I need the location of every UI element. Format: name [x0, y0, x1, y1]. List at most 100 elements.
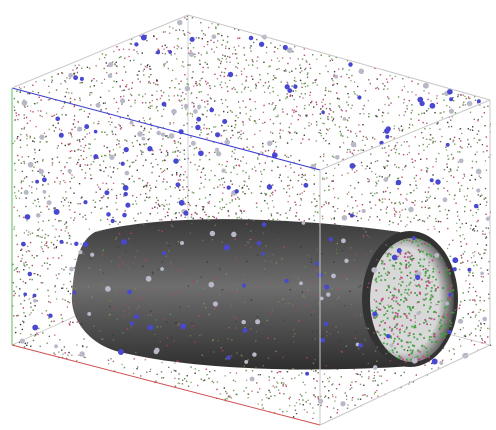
particle — [242, 191, 244, 193]
particle — [47, 289, 49, 292]
particle — [101, 131, 103, 133]
particle — [57, 145, 59, 147]
particle — [192, 217, 194, 220]
particle — [275, 386, 278, 388]
particle — [243, 210, 245, 212]
particle — [318, 303, 320, 305]
particle — [369, 82, 371, 85]
particle — [403, 371, 405, 374]
particle — [14, 292, 16, 295]
particle — [251, 75, 253, 77]
particle — [486, 145, 488, 147]
particle — [306, 61, 308, 63]
particle — [373, 332, 375, 334]
particle — [99, 269, 102, 271]
particle — [41, 174, 44, 176]
particle — [405, 198, 407, 200]
particle — [84, 177, 86, 179]
particle — [460, 140, 462, 142]
particle — [306, 73, 309, 76]
particle — [184, 34, 186, 36]
particle — [257, 403, 259, 405]
particle — [157, 48, 159, 50]
particle — [442, 93, 444, 95]
particle — [83, 253, 85, 255]
particle — [198, 83, 201, 85]
particle — [294, 83, 296, 86]
particle — [276, 212, 278, 214]
particle — [429, 127, 431, 130]
particle — [303, 220, 305, 222]
particle — [183, 173, 185, 176]
particle — [169, 32, 171, 34]
particle — [131, 87, 133, 89]
particle — [418, 119, 420, 121]
particle — [51, 81, 53, 83]
particle — [376, 192, 378, 194]
particle — [426, 110, 428, 112]
particle — [286, 96, 288, 98]
particle — [166, 149, 168, 152]
particle — [178, 373, 180, 375]
particle — [46, 205, 48, 208]
particle — [300, 246, 302, 248]
particle — [315, 370, 317, 372]
particle — [448, 209, 450, 212]
particle — [308, 104, 310, 106]
particle — [152, 153, 154, 155]
particle — [281, 382, 283, 384]
particle — [406, 224, 408, 226]
particle — [80, 197, 82, 199]
particle — [28, 250, 31, 252]
particle — [62, 353, 64, 355]
particle — [63, 283, 65, 286]
particle — [220, 60, 222, 63]
particle — [277, 94, 279, 97]
particle — [265, 193, 268, 195]
particle — [358, 210, 361, 212]
particle — [185, 93, 187, 95]
particle — [37, 170, 39, 172]
particle — [112, 86, 114, 88]
particle — [60, 314, 62, 316]
particle — [182, 198, 184, 200]
particle — [181, 383, 184, 385]
particle — [458, 268, 461, 271]
particle — [285, 49, 287, 51]
particle — [14, 162, 16, 165]
particle — [348, 213, 350, 215]
particle — [310, 261, 313, 263]
particle — [313, 169, 316, 171]
particle — [269, 313, 272, 315]
particle — [186, 122, 188, 125]
particle — [164, 31, 166, 33]
particle — [407, 216, 409, 218]
particle — [179, 270, 181, 272]
particle — [60, 220, 62, 222]
particle — [478, 311, 480, 313]
particle — [392, 351, 394, 353]
particle — [270, 229, 272, 232]
particle — [35, 81, 37, 83]
particle — [255, 340, 257, 342]
particle — [278, 60, 280, 62]
particle — [320, 108, 322, 110]
particle — [376, 346, 378, 348]
particle — [305, 114, 307, 117]
particle — [106, 218, 109, 220]
particle — [95, 191, 97, 193]
particle — [287, 176, 289, 178]
particle — [248, 148, 250, 150]
particle — [408, 383, 410, 385]
particle — [130, 232, 132, 234]
particle — [71, 177, 73, 179]
particle — [488, 261, 490, 263]
particle — [222, 177, 225, 179]
particle — [481, 338, 483, 340]
particle — [41, 282, 44, 284]
particle — [223, 129, 226, 132]
particle — [159, 205, 161, 207]
particle — [446, 163, 448, 165]
particle — [460, 241, 462, 243]
particle — [96, 184, 99, 186]
